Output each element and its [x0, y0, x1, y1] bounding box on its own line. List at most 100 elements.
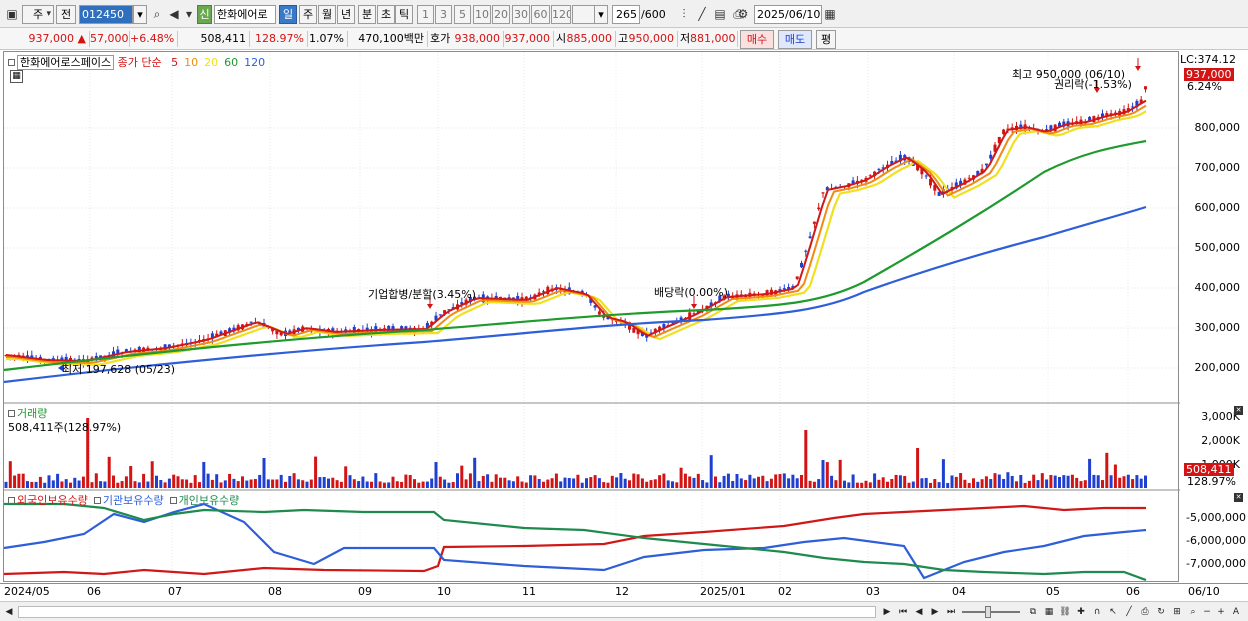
legend-swatch-icon[interactable]: [169, 497, 177, 504]
candle-body: [116, 349, 120, 355]
zoom-in-icon[interactable]: ⌕: [1190, 607, 1196, 617]
volume-panel-close-icon[interactable]: ✕: [1234, 406, 1243, 415]
volume-bar: [662, 473, 666, 488]
up-arrow-icon: ▲: [77, 32, 86, 45]
timeframe-button[interactable]: 주: [299, 5, 317, 24]
volume-bar: [765, 481, 769, 488]
print-icon[interactable]: ⎙: [733, 7, 743, 21]
date-input[interactable]: 2025/06/10: [754, 5, 822, 24]
volume-bar: [610, 475, 614, 488]
volume-bar: [606, 482, 610, 488]
interval-dropdown-button[interactable]: ▾: [594, 5, 608, 24]
interval-button[interactable]: 5: [454, 5, 471, 24]
scroll-left-icon[interactable]: ◀: [5, 607, 13, 617]
interval-button[interactable]: 120: [551, 5, 571, 24]
collapse-icon[interactable]: [8, 410, 15, 417]
scroll-track[interactable]: [18, 606, 876, 618]
volume-bar: [761, 475, 765, 488]
prev-page-icon[interactable]: ◀: [915, 607, 923, 617]
volume-bar: [279, 474, 283, 488]
last-page-icon[interactable]: ⏭: [946, 607, 956, 617]
buy-button[interactable]: 매수: [740, 30, 774, 49]
zoom-slider-handle[interactable]: [985, 606, 991, 618]
volume-bar: [481, 476, 485, 488]
count-input[interactable]: 265: [612, 5, 640, 24]
stock-code-input[interactable]: 012450: [79, 5, 133, 24]
magnet-icon[interactable]: ∩: [1093, 607, 1101, 617]
price-y-tick: 600,000: [1194, 201, 1241, 214]
grid-icon[interactable]: ▦: [1044, 607, 1054, 617]
search-icon[interactable]: ⌕: [153, 7, 161, 21]
timeframe-button[interactable]: 분: [358, 5, 376, 24]
candle-type-icon[interactable]: ⫶: [682, 7, 686, 21]
lc-label: LC:374.12: [1180, 53, 1237, 66]
fit-icon[interactable]: ⊞: [1173, 607, 1181, 617]
calendar-icon[interactable]: ▦: [824, 7, 836, 21]
interval-button[interactable]: 1: [417, 5, 434, 24]
ma-legend-item: 20: [204, 56, 219, 69]
next-page-icon[interactable]: ▶: [931, 607, 939, 617]
volume-title: 거래량: [17, 407, 48, 420]
font-size-icon[interactable]: A: [1232, 607, 1240, 617]
volume-bar: [172, 474, 176, 488]
print-icon[interactable]: ⎙: [1141, 607, 1149, 617]
right-axis: LC:374.12 937,000 6.24% 800,000 700,000 60…: [1180, 51, 1248, 582]
volume-bar: [116, 482, 120, 488]
candle-body: [997, 136, 1001, 144]
volume-bar: [404, 474, 408, 488]
eval-button[interactable]: 평: [816, 30, 836, 49]
interval-button[interactable]: 3: [435, 5, 452, 24]
holding-panel-close-icon[interactable]: ✕: [1234, 493, 1243, 502]
crosshair-icon[interactable]: ✚: [1077, 607, 1085, 617]
timeframe-button[interactable]: 년: [337, 5, 355, 24]
first-page-icon[interactable]: ⏮: [898, 607, 908, 617]
candle-body: [271, 328, 275, 332]
period-select[interactable]: 주: [22, 5, 54, 24]
scroll-right-icon[interactable]: ▶: [883, 607, 891, 617]
chart-scrollbar[interactable]: ◀ ▶ ⏮ ◀ ▶ ⏭ ⧉ ▦ ⛓ ✚ ∩ ↖ ╱ ⎙ ↻ ⊞ ⌕ − + A: [0, 601, 1248, 621]
zoom-slider[interactable]: [962, 611, 1020, 613]
chart-area[interactable]: 한화에어로스페이스 종가 단순 5 10 20 60 120 ▦ 최고 950,000 …: [3, 51, 1180, 583]
event-arrow-head: [691, 304, 697, 309]
minus-icon[interactable]: −: [1203, 607, 1211, 617]
volume-bar: [580, 482, 584, 488]
prev-button[interactable]: 전: [56, 5, 76, 24]
timeframe-button[interactable]: 월: [318, 5, 336, 24]
volume-bar: [370, 481, 373, 488]
plus-icon[interactable]: +: [1217, 607, 1225, 617]
interval-button[interactable]: 20: [492, 5, 510, 24]
x-axis-label: 2025/01: [700, 585, 746, 598]
link-icon[interactable]: ⛓: [1059, 607, 1071, 617]
timeframe-button[interactable]: 일: [279, 5, 297, 24]
interval-button[interactable]: 30: [512, 5, 530, 24]
gear-icon[interactable]: ⚙: [737, 7, 749, 21]
save-icon[interactable]: ▤: [714, 7, 726, 21]
cursor-icon[interactable]: ↖: [1109, 607, 1117, 617]
volume-bar: [1109, 475, 1113, 488]
x-axis-right-label: 06/10: [1188, 585, 1220, 598]
volume-bar: [17, 473, 21, 488]
timeframe-button[interactable]: 초: [377, 5, 395, 24]
layout-icon[interactable]: ⧉: [1029, 607, 1037, 617]
draw-tool-icon[interactable]: ╱: [698, 7, 706, 21]
window-icon[interactable]: ▣: [6, 7, 18, 21]
legend-swatch-icon[interactable]: [8, 497, 15, 504]
sell-button[interactable]: 매도: [778, 30, 812, 49]
legend-swatch-icon[interactable]: [93, 497, 101, 504]
code-dropdown-button[interactable]: ▾: [133, 5, 147, 24]
table-icon[interactable]: ▦: [10, 70, 23, 83]
speaker-icon[interactable]: ◀: [169, 7, 179, 21]
candle-body: [825, 187, 829, 191]
trend-icon[interactable]: ╱: [1126, 607, 1132, 617]
interval-button[interactable]: 60: [531, 5, 550, 24]
timeframe-button[interactable]: 틱: [395, 5, 413, 24]
volume-bar: [503, 477, 507, 488]
candle-body: [1101, 113, 1104, 118]
volume-bar: [855, 482, 859, 488]
refresh-icon[interactable]: ↻: [1157, 607, 1165, 617]
volume-bar: [146, 481, 150, 488]
arrow-down-icon[interactable]: ▾: [185, 7, 193, 21]
interval-button[interactable]: 10: [473, 5, 491, 24]
collapse-icon[interactable]: [8, 59, 15, 66]
new-badge-button[interactable]: 신: [197, 5, 212, 24]
